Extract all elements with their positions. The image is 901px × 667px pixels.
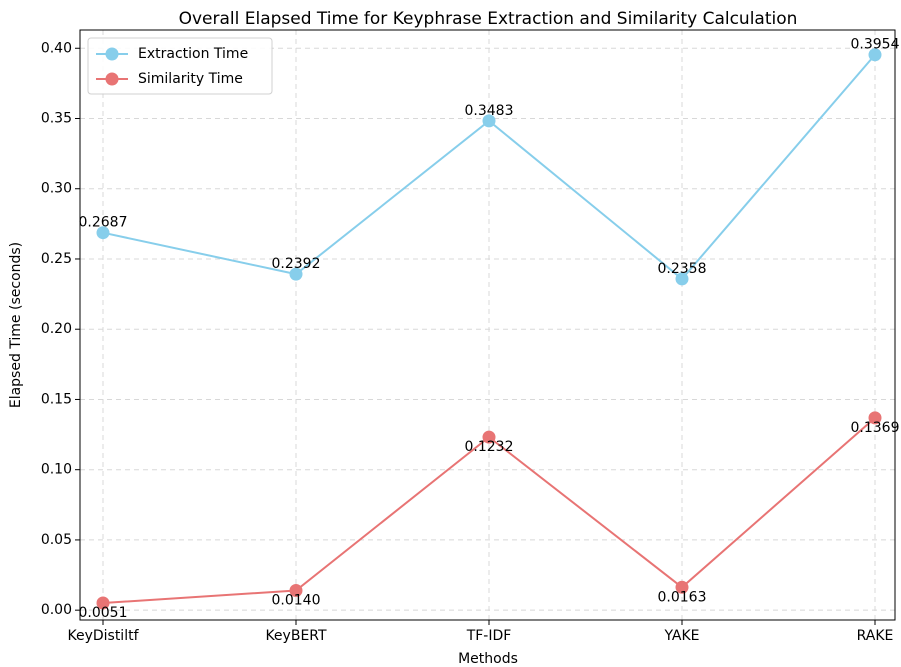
x-tick-label: KeyDistiltf xyxy=(67,628,139,644)
x-tick-label: TF-IDF xyxy=(466,628,512,644)
data-point xyxy=(96,596,110,610)
legend-box xyxy=(87,37,273,95)
data-point xyxy=(868,48,882,62)
data-label: 0.0051 xyxy=(79,605,128,621)
legend-label: Similarity Time xyxy=(138,71,243,87)
data-label: 0.2687 xyxy=(79,215,128,231)
data-label: 0.3483 xyxy=(465,103,514,119)
y-tick-label: 0.00 xyxy=(41,602,72,618)
legend-marker xyxy=(105,72,119,86)
data-point xyxy=(675,580,689,594)
legend-label: Extraction Time xyxy=(138,46,248,62)
data-label: 0.2358 xyxy=(658,261,707,277)
data-label: 0.1369 xyxy=(851,420,900,436)
chart-title: Overall Elapsed Time for Keyphrase Extra… xyxy=(179,9,798,29)
x-tick-label: YAKE xyxy=(663,628,699,644)
data-label: 0.2392 xyxy=(272,256,321,272)
data-label: 0.1232 xyxy=(465,439,514,455)
data-label: 0.0140 xyxy=(272,593,321,609)
data-point xyxy=(96,226,110,240)
data-point xyxy=(289,267,303,281)
legend-marker xyxy=(105,47,119,61)
data-label: 0.3954 xyxy=(851,37,900,53)
y-tick-label: 0.35 xyxy=(41,111,72,127)
y-axis-label: Elapsed Time (seconds) xyxy=(8,242,24,408)
y-tick-label: 0.40 xyxy=(41,40,72,56)
x-tick-label: KeyBERT xyxy=(265,628,327,644)
data-point xyxy=(289,584,303,597)
y-tick-label: 0.05 xyxy=(41,532,72,548)
y-tick-label: 0.20 xyxy=(41,321,72,337)
plot-frame xyxy=(79,29,896,621)
data-point xyxy=(675,272,689,286)
data-point xyxy=(482,114,496,128)
y-tick-label: 0.30 xyxy=(41,181,72,197)
y-tick-label: 0.15 xyxy=(41,391,72,407)
y-tick-label: 0.10 xyxy=(41,462,72,478)
y-tick-label: 0.25 xyxy=(41,251,72,267)
data-point xyxy=(482,430,496,444)
data-point xyxy=(868,411,882,425)
data-label: 0.0163 xyxy=(658,589,707,605)
x-tick-label: RAKE xyxy=(857,628,894,644)
x-axis-label: Methods xyxy=(458,651,518,667)
